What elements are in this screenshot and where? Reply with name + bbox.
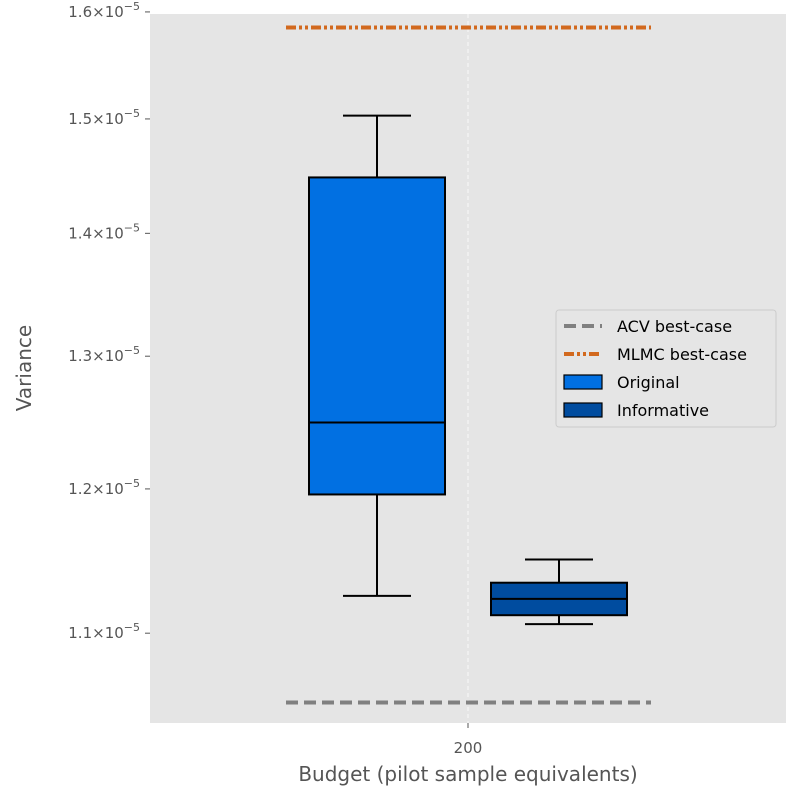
- legend-swatch-patch: [563, 374, 603, 390]
- legend-label: ACV best-case: [617, 317, 732, 336]
- x-axis-label: Budget (pilot sample equivalents): [298, 762, 637, 786]
- y-axis-label: Variance: [12, 325, 36, 411]
- y-tick-label: 1.2×10−5: [68, 477, 140, 498]
- reference-lines: [286, 25, 651, 705]
- box-series: [308, 114, 628, 626]
- y-tick-label: 1.6×10−5: [68, 0, 140, 21]
- legend-item-mlmc-best-case: MLMC best-case: [564, 345, 747, 364]
- legend-frame: [555, 309, 777, 428]
- y-tick-label: 1.1×10−5: [68, 621, 140, 642]
- y-axis-ticks: 1.1×10−5 1.2×10−5 1.3×10−5 1.4×10−5 1.5×10−5…: [68, 0, 150, 642]
- y-tick-label: 1.3×10−5: [68, 344, 140, 365]
- box-informative: [490, 558, 628, 626]
- y-tick-label: 1.4×10−5: [68, 221, 140, 242]
- legend: ACV best-case MLMC best-case Original Infor…: [555, 309, 777, 428]
- legend-item-acv-best-case: ACV best-case: [564, 317, 732, 336]
- legend-label: Original: [617, 373, 680, 392]
- legend-swatch-patch: [563, 402, 603, 418]
- x-axis-ticks: 200: [454, 723, 483, 757]
- legend-label: MLMC best-case: [617, 345, 747, 364]
- legend-item-informative: Informative: [563, 401, 709, 420]
- legend-item-original: Original: [563, 373, 680, 392]
- y-tick-label: 1.5×10−5: [68, 107, 140, 128]
- box-original: [308, 114, 446, 597]
- x-tick-label: 200: [454, 739, 483, 757]
- box-iqr: [308, 176, 446, 496]
- legend-label: Informative: [617, 401, 709, 420]
